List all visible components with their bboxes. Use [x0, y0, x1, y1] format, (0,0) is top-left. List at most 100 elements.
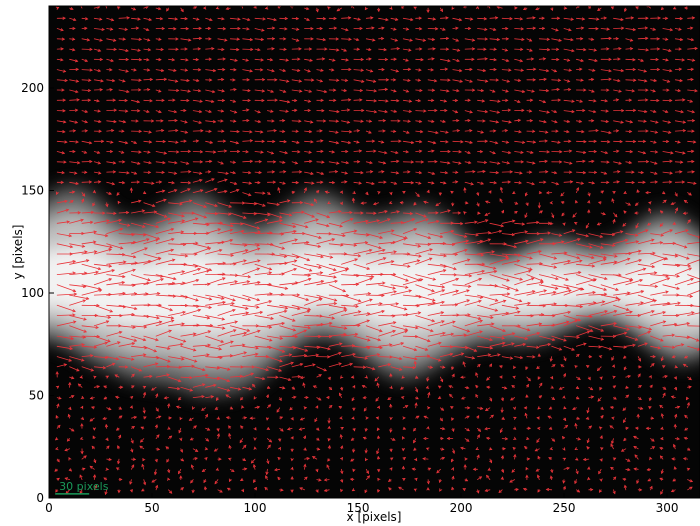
velocity-vector-head: [109, 245, 113, 249]
velocity-vector: [509, 479, 515, 483]
velocity-vector-head: [545, 191, 550, 195]
velocity-vector: [489, 284, 510, 290]
velocity-vector-head: [104, 423, 108, 428]
velocity-vector: [365, 335, 381, 341]
velocity-vector-head: [558, 347, 563, 351]
velocity-vector: [118, 222, 131, 227]
velocity-vector-head: [582, 457, 587, 461]
velocity-vector: [316, 345, 331, 350]
velocity-vector-head: [109, 309, 114, 313]
velocity-vector-head: [352, 190, 356, 194]
velocity-vector: [130, 366, 142, 372]
velocity-vector-head: [213, 448, 218, 452]
velocity-vector: [501, 220, 516, 224]
velocity-vector-head: [648, 327, 653, 331]
velocity-vector: [118, 284, 136, 286]
velocity-vector: [242, 260, 261, 265]
velocity-vector: [650, 345, 661, 349]
velocity-vector: [538, 151, 550, 153]
velocity-vector-head: [163, 198, 167, 202]
velocity-vector-head: [126, 171, 130, 175]
velocity-vector-head: [327, 376, 331, 381]
velocity-vector-head: [412, 366, 416, 370]
velocity-vector-head: [493, 266, 497, 270]
velocity-vector: [477, 354, 491, 358]
velocity-vector-head: [426, 189, 430, 194]
velocity-vector-head: [598, 470, 602, 475]
velocity-vector-head: [81, 244, 86, 248]
velocity-vector-head: [627, 257, 631, 261]
velocity-vector-head: [340, 387, 344, 391]
velocity-vector: [477, 345, 493, 349]
velocity-vector: [205, 294, 225, 300]
velocity-vector-head: [230, 224, 234, 228]
velocity-vector-head: [352, 468, 356, 473]
velocity-vector-head: [687, 219, 691, 223]
velocity-vector: [192, 263, 212, 271]
velocity-vector-head: [192, 406, 195, 410]
velocity-vector-head: [489, 338, 493, 341]
velocity-vector-head: [290, 448, 294, 453]
velocity-vector-head: [576, 335, 580, 339]
velocity-vector: [402, 259, 421, 265]
velocity-vector-head: [673, 423, 677, 428]
velocity-vector-head: [603, 258, 607, 262]
velocity-vector-head: [93, 240, 97, 244]
velocity-vector: [143, 239, 159, 245]
velocity-vector-head: [549, 201, 553, 205]
velocity-vector-head: [326, 224, 330, 228]
velocity-vector: [180, 324, 200, 327]
velocity-vector-head: [272, 180, 277, 184]
velocity-vector-head: [257, 259, 261, 263]
velocity-vector-head: [517, 310, 521, 314]
velocity-vector: [538, 303, 557, 306]
velocity-vector: [687, 274, 700, 280]
velocity-vector-head: [340, 445, 344, 449]
velocity-vector-head: [470, 182, 474, 186]
velocity-vector-head: [415, 389, 419, 393]
velocity-vector: [489, 230, 502, 235]
velocity-vector-head: [306, 241, 310, 245]
velocity-vector: [427, 263, 447, 267]
velocity-vector-head: [182, 310, 186, 314]
velocity-vector: [168, 189, 178, 194]
velocity-vector-head: [86, 259, 90, 263]
velocity-vector: [415, 345, 429, 351]
velocity-vector-head: [202, 368, 206, 372]
velocity-vector-head: [525, 466, 529, 471]
velocity-vector: [365, 233, 383, 239]
velocity-vector-head: [303, 329, 308, 333]
velocity-vector-head: [155, 225, 160, 228]
velocity-vector: [205, 212, 218, 215]
velocity-vector: [250, 458, 256, 464]
velocity-vector-head: [64, 199, 68, 203]
velocity-vector: [674, 294, 693, 297]
velocity-vector-head: [389, 416, 393, 421]
velocity-vector-head: [315, 468, 319, 473]
velocity-vector-head: [107, 339, 111, 343]
velocity-vector: [477, 323, 495, 327]
velocity-vector: [439, 181, 447, 184]
velocity-vector: [291, 304, 311, 311]
velocity-vector-head: [500, 397, 504, 402]
velocity-vector-head: [118, 406, 123, 410]
velocity-vector-head: [638, 249, 642, 253]
velocity-vector-head: [229, 239, 234, 242]
velocity-vector-head: [623, 437, 627, 442]
velocity-vector-head: [583, 342, 587, 346]
velocity-vector-head: [210, 395, 215, 399]
velocity-vector-head: [80, 423, 84, 427]
velocity-vector: [217, 376, 230, 382]
velocity-vector-head: [633, 435, 637, 439]
velocity-vector-head: [525, 202, 529, 207]
velocity-vector-head: [580, 287, 585, 291]
velocity-vector-head: [645, 191, 649, 195]
velocity-vector-head: [323, 488, 328, 492]
velocity-vector-head: [457, 211, 462, 215]
velocity-vector-head: [318, 265, 322, 269]
velocity-vector-head: [597, 398, 601, 402]
velocity-vector: [155, 282, 176, 286]
velocity-vector: [637, 294, 656, 302]
velocity-vector-head: [536, 365, 540, 369]
velocity-vector-head: [237, 387, 242, 391]
